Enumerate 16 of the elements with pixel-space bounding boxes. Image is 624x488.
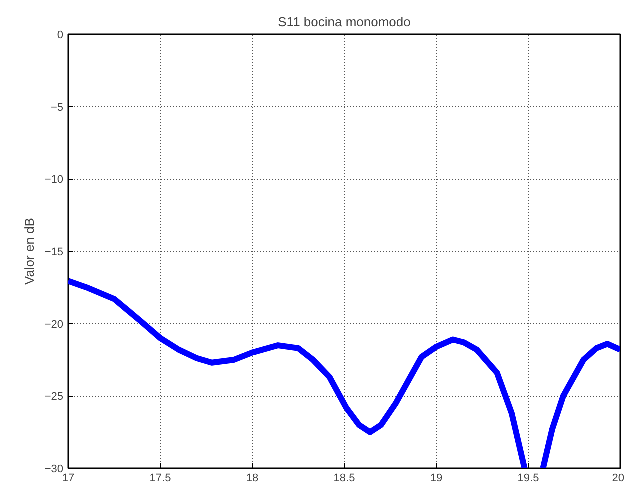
y-tick-label: −25	[44, 391, 64, 404]
x-tick-label: 19	[430, 472, 443, 484]
x-tick-label: 20	[612, 472, 624, 484]
y-tick-label: −15	[44, 246, 64, 258]
chart-title: S11 bocina monomodo	[278, 14, 411, 30]
x-tick-label: 19.5	[518, 472, 540, 484]
x-tick-label: 18.5	[334, 472, 356, 484]
y-tick-label: −30	[44, 464, 64, 476]
y-tick-label: −10	[44, 174, 64, 186]
x-tick-label: 18	[246, 472, 259, 484]
y-tick-label: −5	[50, 102, 64, 114]
y-tick-label: 0	[57, 30, 64, 42]
x-tick-label: 17.5	[150, 472, 172, 484]
x-tick-label: 17	[62, 472, 75, 484]
y-tick-label: −20	[44, 318, 64, 331]
y-axis-title: Valor en dB	[22, 218, 37, 285]
